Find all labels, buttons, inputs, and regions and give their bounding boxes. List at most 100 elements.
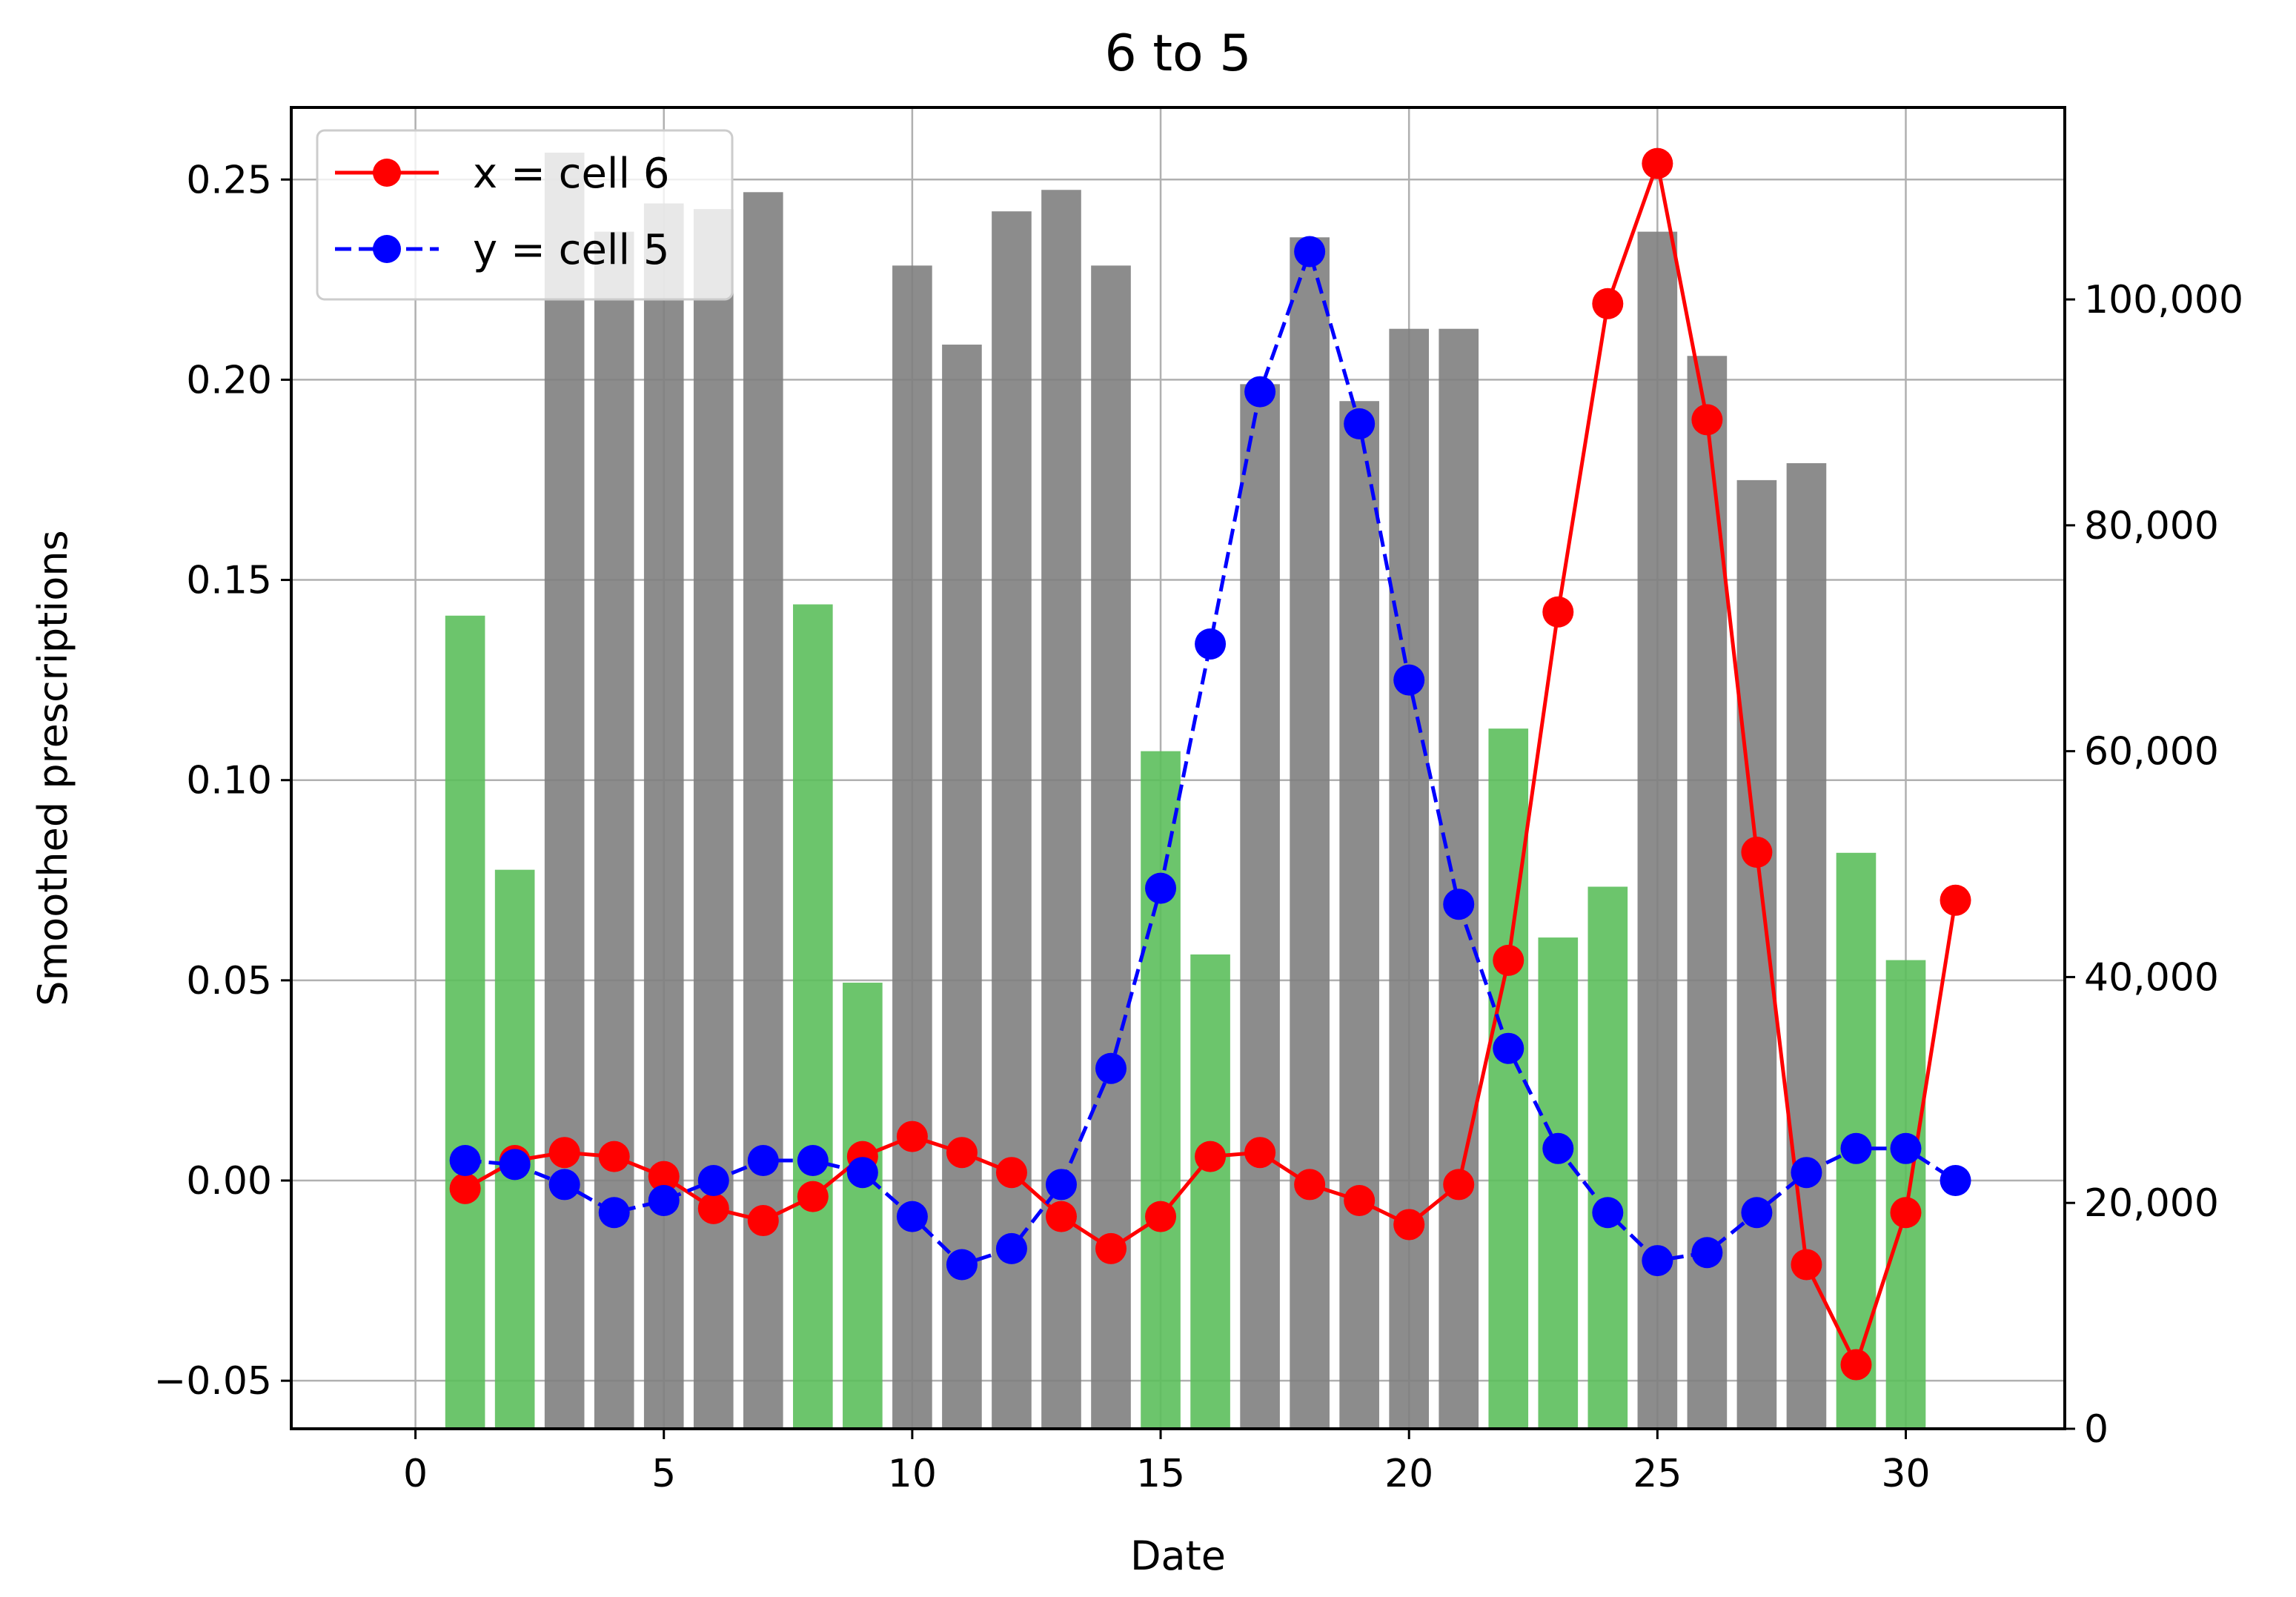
green-bar [1538, 937, 1579, 1429]
data-point-cell-6 [995, 1157, 1027, 1189]
y2-tick-label: 100,000 [2084, 278, 2243, 322]
data-point-cell-5 [1145, 872, 1177, 904]
data-point-cell-5 [1493, 1032, 1524, 1064]
data-point-cell-5 [1045, 1169, 1077, 1201]
gray-bar [1439, 328, 1479, 1429]
data-point-cell-6 [449, 1172, 481, 1204]
x-tick-label: 0 [403, 1452, 428, 1496]
x-axis-label: Date [1130, 1533, 1226, 1579]
data-point-cell-5 [995, 1232, 1027, 1264]
data-point-cell-5 [1393, 664, 1425, 696]
data-point-cell-6 [1095, 1232, 1127, 1264]
gray-bar [594, 231, 634, 1430]
x-tick-label: 30 [1881, 1452, 1930, 1496]
x-tick-label: 25 [1633, 1452, 1682, 1496]
data-point-cell-6 [1294, 1169, 1326, 1201]
gray-bar [892, 265, 932, 1429]
gray-bar [1290, 237, 1330, 1429]
x-tick-label: 15 [1136, 1452, 1185, 1496]
gray-bar [743, 192, 783, 1429]
green-bar [843, 983, 883, 1429]
data-point-cell-6 [1344, 1185, 1376, 1217]
green-bar [445, 615, 485, 1429]
data-point-cell-6 [1443, 1169, 1475, 1201]
chart-title: 6 to 5 [1104, 24, 1251, 83]
data-point-cell-5 [449, 1144, 481, 1176]
gray-bar [1389, 328, 1430, 1429]
data-point-cell-6 [548, 1137, 580, 1169]
gray-bar [1041, 190, 1081, 1429]
data-point-cell-6 [1741, 836, 1773, 868]
gray-bar [992, 211, 1032, 1430]
gray-bar [1240, 384, 1280, 1429]
data-point-cell-5 [1542, 1132, 1574, 1164]
green-bar [1885, 960, 1926, 1429]
gray-bar [544, 152, 585, 1429]
gray-bar [643, 203, 684, 1429]
data-point-cell-5 [1741, 1197, 1773, 1229]
legend-label: y = cell 5 [473, 226, 669, 274]
gray-bar [942, 345, 982, 1429]
gray-bar [1637, 231, 1678, 1430]
y-tick-label: 0.15 [186, 559, 272, 603]
bars-layer [445, 152, 1926, 1430]
y-tick-label: −0.05 [154, 1359, 272, 1404]
data-point-cell-5 [1840, 1132, 1872, 1164]
data-point-cell-5 [1344, 408, 1376, 439]
lines-layer [449, 147, 1971, 1381]
x-tick-label: 5 [651, 1452, 676, 1496]
y-axis-label: Smoothed prescriptions [30, 530, 76, 1006]
y2-tick-label: 20,000 [2084, 1181, 2219, 1226]
data-point-cell-6 [1393, 1209, 1425, 1241]
green-bar [793, 604, 833, 1429]
data-point-cell-6 [1691, 404, 1723, 436]
gray-bar [1339, 401, 1379, 1430]
gray-bar [693, 209, 734, 1430]
data-point-cell-6 [946, 1137, 978, 1169]
y-tick-label: 0.05 [186, 959, 272, 1003]
green-bar [1141, 751, 1181, 1429]
data-point-cell-6 [1592, 288, 1624, 319]
data-point-cell-5 [797, 1144, 829, 1176]
data-point-cell-5 [1791, 1157, 1822, 1189]
data-point-cell-6 [747, 1205, 779, 1237]
data-point-cell-6 [896, 1120, 928, 1152]
data-point-cell-5 [1592, 1197, 1624, 1229]
data-point-cell-6 [797, 1181, 829, 1212]
y2-tick-label: 0 [2084, 1407, 2108, 1452]
data-point-cell-5 [1940, 1165, 1971, 1197]
y-tick-label: 0.25 [186, 158, 272, 202]
data-point-cell-5 [697, 1165, 729, 1197]
y2-tick-label: 40,000 [2084, 955, 2219, 1000]
data-point-cell-5 [1890, 1132, 1922, 1164]
y2-tick-label: 60,000 [2084, 730, 2219, 774]
data-point-cell-6 [1493, 944, 1524, 976]
data-point-cell-5 [1095, 1052, 1127, 1084]
data-point-cell-5 [548, 1169, 580, 1201]
data-point-cell-6 [1045, 1201, 1077, 1232]
data-point-cell-6 [1791, 1249, 1822, 1281]
data-point-cell-6 [1195, 1141, 1227, 1172]
legend-marker [373, 159, 401, 187]
data-point-cell-6 [1244, 1137, 1276, 1169]
data-point-cell-6 [598, 1141, 630, 1172]
x-tick-label: 20 [1384, 1452, 1433, 1496]
green-bar [1587, 886, 1628, 1429]
data-point-cell-5 [1642, 1245, 1673, 1277]
data-point-cell-5 [946, 1249, 978, 1281]
data-point-cell-5 [1294, 236, 1326, 268]
y2-tick-label: 80,000 [2084, 504, 2219, 548]
data-point-cell-6 [1542, 596, 1574, 628]
data-point-cell-6 [1642, 147, 1673, 179]
green-bar [1190, 954, 1230, 1429]
legend-label: x = cell 6 [473, 150, 669, 198]
data-point-cell-5 [1443, 889, 1475, 920]
data-point-cell-5 [846, 1157, 878, 1189]
y-tick-label: 0.20 [186, 358, 272, 402]
data-point-cell-6 [697, 1192, 729, 1224]
data-point-cell-6 [1145, 1201, 1177, 1232]
plot-frame [290, 106, 2066, 1430]
y-tick-label: 0.10 [186, 759, 272, 803]
data-point-cell-5 [1691, 1237, 1723, 1269]
